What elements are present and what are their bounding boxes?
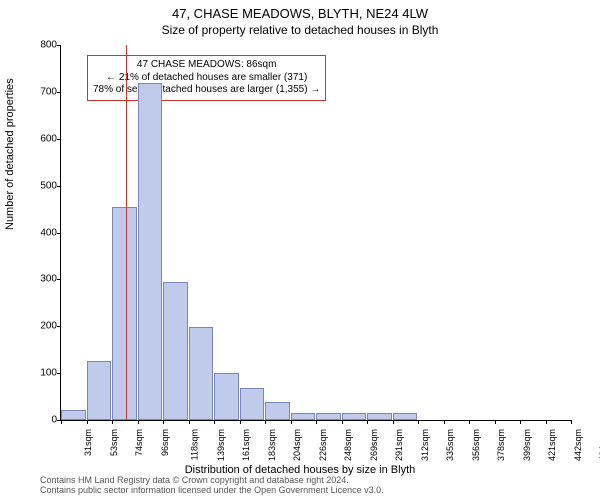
y-tick-label: 200 [27, 321, 57, 332]
histogram-bar [163, 282, 188, 420]
x-tick-mark [418, 420, 419, 424]
x-tick-label: 139sqm [216, 429, 226, 461]
annotation-line3: 78% of semi-detached houses are larger (… [93, 84, 320, 97]
x-tick-mark [342, 420, 343, 424]
histogram-bar [189, 327, 214, 420]
y-tick-mark [57, 186, 61, 187]
x-tick-mark [87, 420, 88, 424]
x-tick-label: 312sqm [420, 429, 430, 461]
x-tick-label: 248sqm [343, 429, 353, 461]
marker-line [126, 45, 127, 420]
x-tick-mark [61, 420, 62, 424]
x-tick-label: 53sqm [109, 429, 119, 456]
histogram-bar [87, 361, 112, 420]
footer: Contains HM Land Registry data © Crown c… [40, 476, 384, 496]
histogram-bar [138, 83, 163, 421]
y-tick-label: 600 [27, 133, 57, 144]
histogram-bar [240, 388, 265, 420]
x-tick-label: 421sqm [547, 429, 557, 461]
x-tick-mark [367, 420, 368, 424]
x-axis-label: Distribution of detached houses by size … [0, 464, 600, 476]
page-subtitle: Size of property relative to detached ho… [0, 21, 600, 37]
y-tick-label: 0 [27, 415, 57, 426]
x-tick-mark [546, 420, 547, 424]
x-tick-label: 204sqm [292, 429, 302, 461]
x-tick-label: 96sqm [160, 429, 170, 456]
x-tick-mark [265, 420, 266, 424]
x-tick-label: 378sqm [496, 429, 506, 461]
x-tick-mark [444, 420, 445, 424]
y-tick-label: 800 [27, 40, 57, 51]
x-tick-label: 442sqm [573, 429, 583, 461]
x-tick-mark [163, 420, 164, 424]
x-tick-mark [316, 420, 317, 424]
x-tick-label: 226sqm [318, 429, 328, 461]
x-tick-label: 183sqm [267, 429, 277, 461]
histogram-bar [265, 402, 290, 420]
x-tick-label: 31sqm [83, 429, 93, 456]
plot-area: 47 CHASE MEADOWS: 86sqm ← 21% of detache… [60, 45, 571, 421]
x-tick-label: 399sqm [522, 429, 532, 461]
chart-container: 47, CHASE MEADOWS, BLYTH, NE24 4LW Size … [0, 0, 600, 500]
y-tick-mark [57, 233, 61, 234]
histogram-bar [367, 413, 392, 420]
histogram-bar [316, 413, 341, 420]
y-tick-label: 100 [27, 368, 57, 379]
histogram-bar [112, 207, 137, 420]
x-tick-label: 291sqm [394, 429, 404, 461]
y-tick-mark [57, 326, 61, 327]
y-tick-mark [57, 139, 61, 140]
x-tick-label: 356sqm [471, 429, 481, 461]
y-tick-mark [57, 279, 61, 280]
page-title: 47, CHASE MEADOWS, BLYTH, NE24 4LW [0, 0, 600, 21]
y-tick-label: 500 [27, 180, 57, 191]
x-tick-mark [112, 420, 113, 424]
y-tick-label: 700 [27, 86, 57, 97]
histogram-bar [214, 373, 239, 420]
y-tick-label: 400 [27, 227, 57, 238]
x-tick-label: 269sqm [369, 429, 379, 461]
x-tick-mark [520, 420, 521, 424]
x-tick-label: 118sqm [189, 429, 199, 460]
x-tick-mark [469, 420, 470, 424]
x-tick-mark [189, 420, 190, 424]
y-tick-mark [57, 45, 61, 46]
x-tick-label: 161sqm [241, 429, 251, 461]
histogram-bar [291, 413, 316, 420]
x-tick-mark [240, 420, 241, 424]
histogram-bar [61, 410, 86, 420]
histogram-bar [342, 413, 367, 420]
x-tick-mark [495, 420, 496, 424]
histogram-bar [393, 413, 418, 420]
annotation-box: 47 CHASE MEADOWS: 86sqm ← 21% of detache… [87, 55, 326, 101]
x-tick-mark [571, 420, 572, 424]
x-tick-mark [214, 420, 215, 424]
x-tick-label: 335sqm [445, 429, 455, 461]
annotation-line1: 47 CHASE MEADOWS: 86sqm [93, 59, 320, 72]
x-tick-mark [138, 420, 139, 424]
x-tick-mark [291, 420, 292, 424]
y-tick-mark [57, 373, 61, 374]
footer-line2: Contains public sector information licen… [40, 486, 384, 496]
x-tick-label: 74sqm [134, 429, 144, 456]
annotation-line2: ← 21% of detached houses are smaller (37… [93, 72, 320, 85]
x-tick-mark [393, 420, 394, 424]
y-axis-label: Number of detached properties [4, 78, 16, 230]
y-tick-mark [57, 92, 61, 93]
y-tick-label: 300 [27, 274, 57, 285]
